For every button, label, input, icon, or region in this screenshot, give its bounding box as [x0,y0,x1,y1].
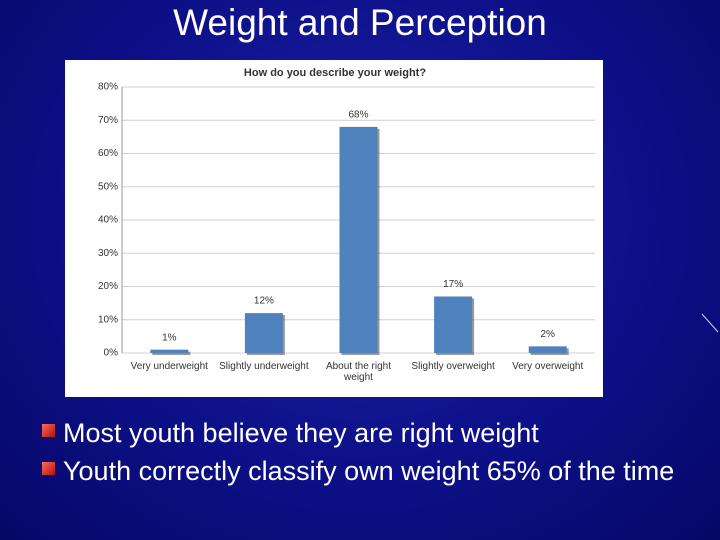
bullet: Youth correctly classify own weight 65% … [40,452,680,490]
x-tick-label-box: Slightly overweight [411,361,495,372]
slide-title: Weight and Perception [173,2,547,43]
data-label: 1% [162,332,177,343]
bullet-icon [42,424,55,437]
decoration [701,313,719,333]
y-tick-label: 30% [98,248,118,259]
bullet-list: Most youth believe they are right weight… [40,414,680,490]
data-label: 12% [254,296,274,307]
chart: How do you describe your weight? 0% 10% 20… [65,60,603,397]
bar [528,346,567,353]
y-tick-label: 70% [98,115,118,126]
x-tick-label: Slightly underweight [219,361,309,372]
bullet-text: Most youth believe they are right weight [63,418,539,448]
bar-shadow [152,351,191,355]
y-tick-label: 60% [98,148,118,159]
x-tick-label: Slightly overweight [411,361,495,372]
y-tick-label: 10% [98,314,118,325]
x-tick-label: About the right weight [325,361,391,383]
y-tick-label: 50% [98,181,118,192]
y-tick-label: 0% [104,348,119,359]
y-tick-label: 40% [98,215,118,226]
bullet-icon [42,462,55,475]
x-tick-label: Very overweight [512,361,584,372]
y-tick-label: 80% [98,82,118,93]
data-label: 17% [443,279,463,290]
bar [339,126,378,354]
x-tick-label-box: Very underweight [130,361,208,372]
data-label: 68% [348,110,368,121]
bar [150,349,189,353]
x-tick-label-box: About the right weight [325,361,391,383]
bar [434,296,473,353]
x-tick-label-box: Very overweight [512,361,584,372]
y-tick-label: 20% [98,281,118,292]
chart-title: How do you describe your weight? [244,67,426,79]
bullet: Most youth believe they are right weight [40,414,680,452]
data-label: 2% [540,329,555,340]
x-tick-label: Very underweight [130,361,208,372]
x-tick-label-box: Slightly underweight [219,361,309,372]
bullet-text: Youth correctly classify own weight 65% … [63,456,675,486]
decoration-line [701,313,719,333]
bar [244,313,283,353]
